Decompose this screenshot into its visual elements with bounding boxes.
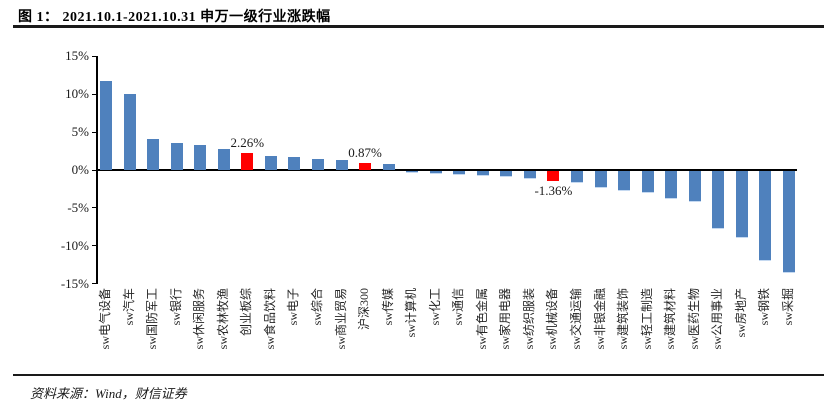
- y-axis-tick-label: -5%: [67, 199, 89, 215]
- bar: [453, 170, 466, 175]
- y-axis-tick-label: 10%: [65, 86, 89, 102]
- bar: [476, 170, 489, 176]
- bar: [217, 148, 230, 170]
- x-axis-category-label-text: sw采掘: [780, 288, 795, 326]
- bar: [641, 170, 654, 193]
- bar: [782, 170, 795, 273]
- bar-highlighted: [241, 152, 254, 170]
- footer-divider: [13, 374, 824, 376]
- y-axis-tick-mark: [92, 207, 97, 209]
- bar: [735, 170, 748, 239]
- bar: [264, 155, 277, 170]
- bar: [500, 170, 513, 177]
- y-axis-tick-mark: [92, 93, 97, 95]
- x-axis-category-label-text: sw食品饮料: [262, 288, 277, 350]
- x-axis-category-label-text: sw公用事业: [710, 288, 725, 350]
- bar: [147, 138, 160, 170]
- y-axis-tick-mark: [92, 245, 97, 247]
- x-axis-category-label-text: sw交通运输: [569, 288, 583, 350]
- bar: [523, 170, 536, 180]
- bar-data-label: -1.36%: [534, 183, 573, 199]
- bar: [594, 170, 607, 188]
- bar: [665, 170, 678, 200]
- x-axis-category-label-text: sw钢铁: [757, 288, 772, 326]
- bar: [100, 80, 112, 170]
- x-axis-category-label-text: sw有色金属: [474, 288, 489, 350]
- source-note: 资料来源：Wind，财信证券: [30, 386, 187, 401]
- y-axis-tick-label: 15%: [65, 48, 89, 64]
- bar: [712, 170, 725, 230]
- x-axis-category-label-text: sw综合: [309, 288, 324, 326]
- bar-highlighted: [547, 170, 560, 182]
- x-axis-category-label-text: sw商业贸易: [333, 288, 348, 350]
- x-axis-category-label-text: sw建筑装饰: [616, 288, 631, 350]
- bar: [194, 144, 207, 170]
- bar: [170, 143, 183, 170]
- bar-data-label: 2.26%: [230, 134, 265, 150]
- figure-title: 图 1： 2021.10.1-2021.10.31 申万一级行业涨跌幅: [18, 10, 331, 25]
- title-divider: [13, 25, 824, 28]
- bar: [618, 170, 631, 191]
- bar: [382, 163, 395, 170]
- bar: [571, 170, 583, 184]
- bar: [288, 157, 301, 170]
- x-axis-category-label-text: sw机械设备: [545, 288, 560, 350]
- x-axis-category-label-text: sw传媒: [380, 288, 395, 326]
- x-axis-category-label-text: sw医药生物: [686, 288, 701, 350]
- bar: [688, 170, 701, 203]
- bar: [759, 170, 772, 262]
- x-axis-category-label-text: sw建筑材料: [663, 288, 678, 350]
- bar: [406, 170, 419, 173]
- x-axis-zero-line: [97, 169, 797, 171]
- bar: [335, 160, 348, 170]
- x-axis-category-label-text: sw房地产: [733, 288, 748, 338]
- bar-highlighted: [359, 163, 372, 170]
- x-axis-category-label-text: sw电气设备: [98, 288, 112, 350]
- y-axis-tick-mark: [92, 55, 97, 57]
- x-axis-category-label-text: sw轻工制造: [639, 288, 654, 350]
- x-axis-category-label-text: sw电子: [286, 288, 301, 326]
- x-axis-category-label-text: sw化工: [427, 288, 442, 326]
- y-axis-tick-mark: [92, 131, 97, 133]
- x-axis-category-label-text: sw国防军工: [145, 288, 160, 350]
- y-axis-tick-label: -10%: [60, 237, 89, 253]
- x-axis-category-label-text: sw计算机: [404, 288, 419, 338]
- y-axis-tick-mark: [92, 283, 97, 285]
- x-axis-category-label-text: sw非银金融: [592, 288, 607, 350]
- y-axis-tick-label: 0%: [71, 162, 89, 177]
- bar: [123, 94, 136, 170]
- y-axis-tick-label: 5%: [71, 124, 89, 140]
- x-axis-category-label-text: sw农林牧渔: [215, 288, 230, 350]
- x-axis-category-label-text: sw纺织服装: [521, 288, 536, 350]
- bar: [429, 170, 442, 175]
- bar: [311, 158, 324, 170]
- x-axis-category-label-text: 沪深300: [357, 288, 372, 331]
- bar-data-label: 0.87%: [348, 145, 382, 161]
- x-axis-category-label-text: sw银行: [168, 288, 183, 326]
- y-axis-line: [96, 56, 98, 284]
- y-axis-tick-label: -15%: [60, 275, 89, 291]
- x-axis-category-label-text: 创业板综: [239, 288, 254, 337]
- y-axis-tick-mark: [92, 169, 97, 171]
- x-axis-category-label-text: sw通信: [451, 288, 466, 326]
- x-axis-category-label-text: sw汽车: [121, 288, 136, 326]
- x-axis-category-label-text: sw家用电器: [498, 288, 513, 350]
- x-axis-category-label-text: sw休闲服务: [192, 288, 207, 350]
